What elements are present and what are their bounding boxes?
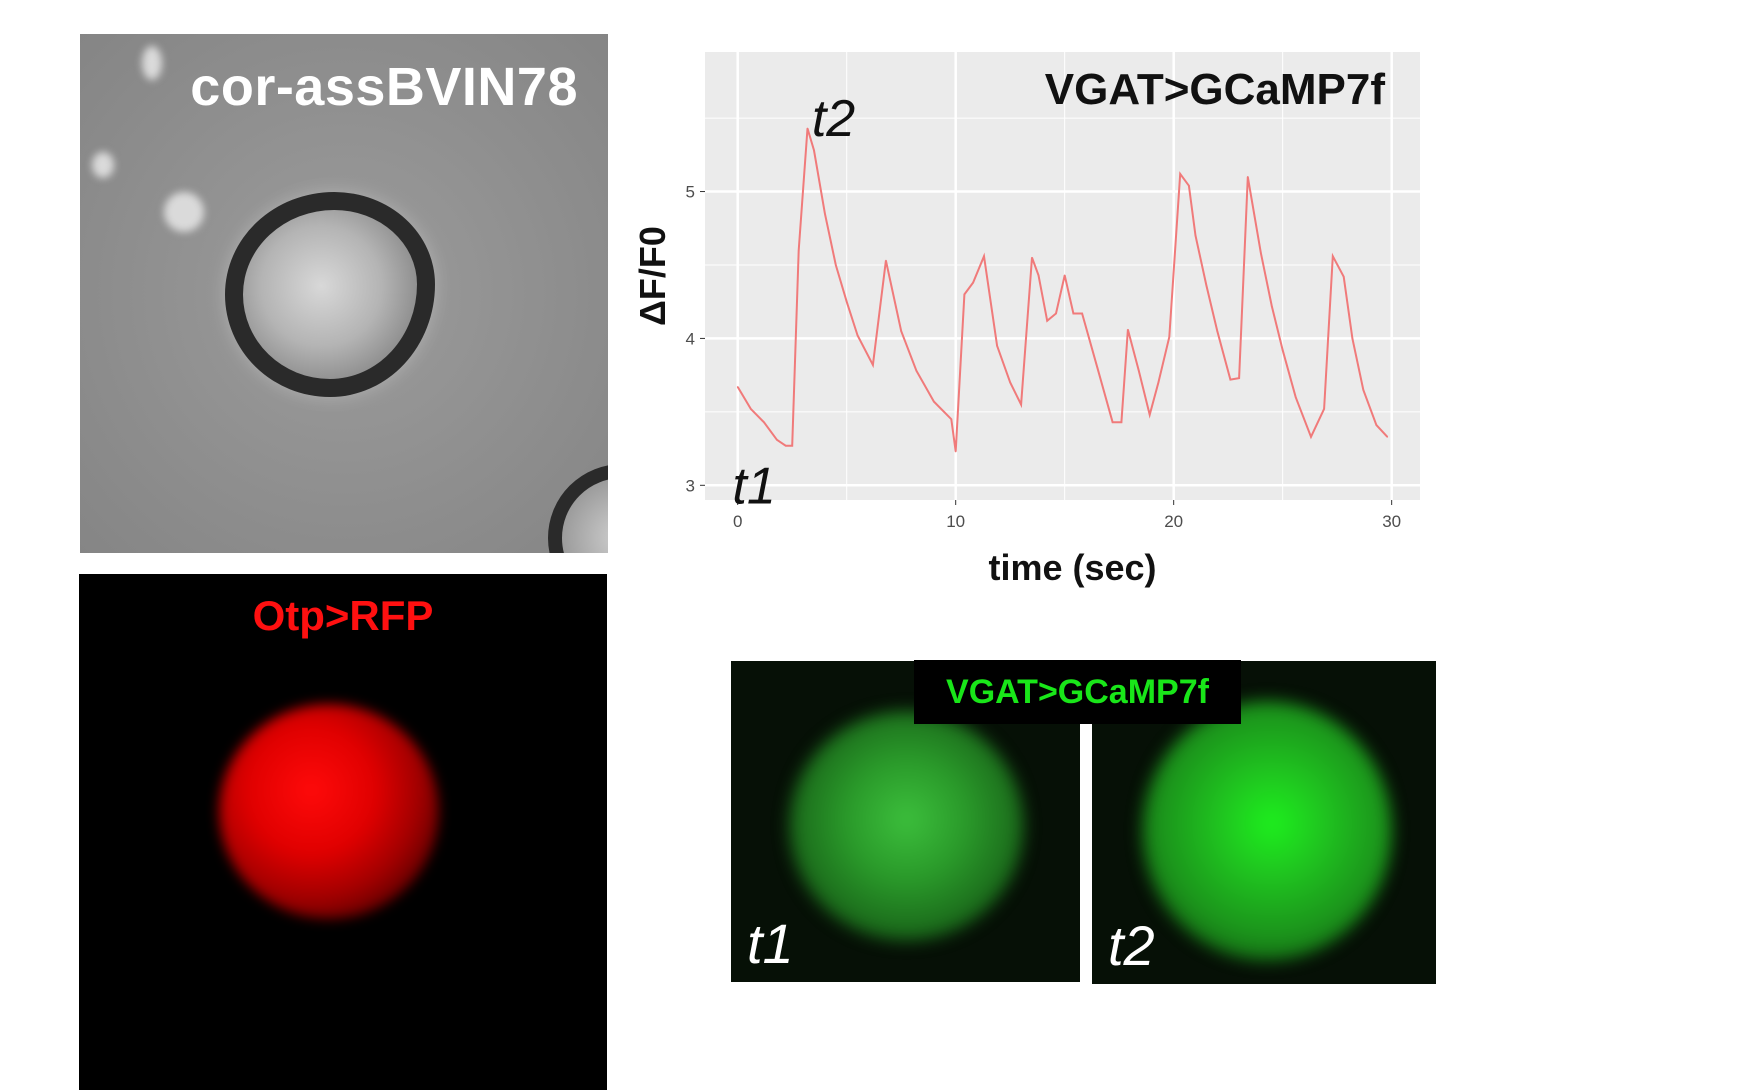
trace-point	[1194, 234, 1197, 237]
trace-point	[813, 149, 815, 152]
annotation-t2: t2	[812, 90, 855, 148]
x-tick-label: 10	[946, 512, 965, 531]
x-axis-title: time (sec)	[988, 547, 1156, 588]
brightfield-label: cor-assBVIN78	[190, 57, 578, 117]
x-tick-label: 0	[733, 512, 742, 531]
trace-point	[1238, 377, 1240, 379]
trace-point	[1342, 275, 1345, 278]
trace-point	[797, 249, 800, 252]
neuron-cell	[225, 192, 435, 397]
gcamp-title: VGAT>GCaMP7f	[914, 660, 1241, 724]
trace-point	[1063, 274, 1066, 277]
trace-point	[1096, 367, 1099, 369]
y-tick-label: 5	[686, 183, 695, 202]
trace-point	[1216, 330, 1219, 332]
x-tick-label: 30	[1382, 512, 1401, 531]
fluorescence-trace-chart: 0 10 20 30 3 4 5 VGAT>GCaMP7f t1 t2 time (sec) ΔF/F…	[620, 40, 1440, 600]
trace-point	[1386, 436, 1389, 438]
x-tick-label: 20	[1164, 512, 1183, 531]
trace-point	[1168, 336, 1171, 338]
trace-point	[763, 421, 765, 423]
trace-point	[1294, 396, 1297, 398]
trace-point	[1205, 284, 1208, 287]
y-axis-title: ΔF/F0	[632, 226, 673, 326]
trace-point	[1179, 173, 1182, 175]
debris-speck	[92, 152, 114, 178]
trace-point	[900, 330, 902, 332]
trace-point	[1148, 414, 1151, 416]
trace-point	[1009, 381, 1011, 384]
trace-point	[784, 444, 787, 447]
trace-point	[963, 293, 966, 296]
rfp-image: Otp>RFP	[79, 574, 607, 1090]
gcamp-label-t1: t1	[747, 912, 794, 975]
gcamp-cell-t2	[1142, 701, 1392, 961]
trace-point	[1031, 256, 1033, 259]
plot-background	[705, 52, 1420, 500]
trace-point	[806, 127, 809, 130]
trace-point	[824, 212, 826, 215]
trace-point	[776, 438, 778, 441]
trace-point	[1157, 381, 1160, 384]
trace-point	[834, 264, 837, 266]
trace-point	[983, 255, 985, 257]
rfp-cell	[219, 704, 439, 919]
trace-point	[954, 450, 957, 453]
debris-speck	[164, 192, 204, 232]
trace-point	[1246, 176, 1249, 178]
trace-point	[1375, 424, 1378, 426]
rfp-label: Otp>RFP	[252, 592, 434, 639]
trace-point	[933, 400, 935, 403]
trace-point	[1081, 312, 1083, 315]
trace-point	[1127, 328, 1129, 331]
trace-point	[1332, 255, 1334, 257]
trace-point	[1362, 389, 1365, 391]
trace-point	[845, 300, 848, 303]
trace-point	[885, 259, 887, 262]
trace-point	[915, 369, 918, 372]
trace-point	[1111, 421, 1114, 423]
trace-point	[1120, 421, 1123, 423]
trace-point	[736, 386, 739, 388]
brightfield-image: cor-assBVIN78	[80, 34, 608, 553]
trace-point	[1260, 252, 1262, 255]
trace-point	[872, 364, 874, 366]
trace-point	[1055, 312, 1057, 315]
trace-point	[1351, 337, 1354, 340]
trace-point	[1281, 349, 1284, 351]
y-tick-label: 4	[686, 329, 695, 348]
trace-point	[1137, 369, 1140, 372]
gcamp-cell-t1	[789, 711, 1024, 941]
trace-point	[1310, 436, 1312, 438]
trace-point	[1229, 378, 1232, 381]
trace-point	[972, 281, 974, 284]
trace-point	[749, 408, 752, 410]
annotation-t1: t1	[732, 457, 775, 515]
chart-title: VGAT>GCaMP7f	[1045, 65, 1386, 114]
y-tick-label: 3	[686, 476, 695, 495]
trace-point	[1188, 184, 1190, 187]
trace-point	[1323, 408, 1325, 410]
trace-point	[950, 418, 953, 421]
chart-svg: 0 10 20 30 3 4 5 VGAT>GCaMP7f t1 t2 time (sec) ΔF/F…	[632, 52, 1420, 588]
trace-point	[856, 334, 859, 337]
trace-point	[1037, 274, 1040, 277]
neighbor-cell	[548, 464, 608, 553]
trace-point	[1072, 312, 1075, 315]
trace-point	[1020, 403, 1022, 406]
trace-point	[791, 444, 793, 447]
trace-point	[1046, 320, 1049, 322]
debris-speck	[142, 46, 162, 80]
trace-point	[1270, 305, 1273, 307]
trace-point	[996, 344, 998, 347]
gcamp-label-t2: t2	[1108, 914, 1155, 977]
